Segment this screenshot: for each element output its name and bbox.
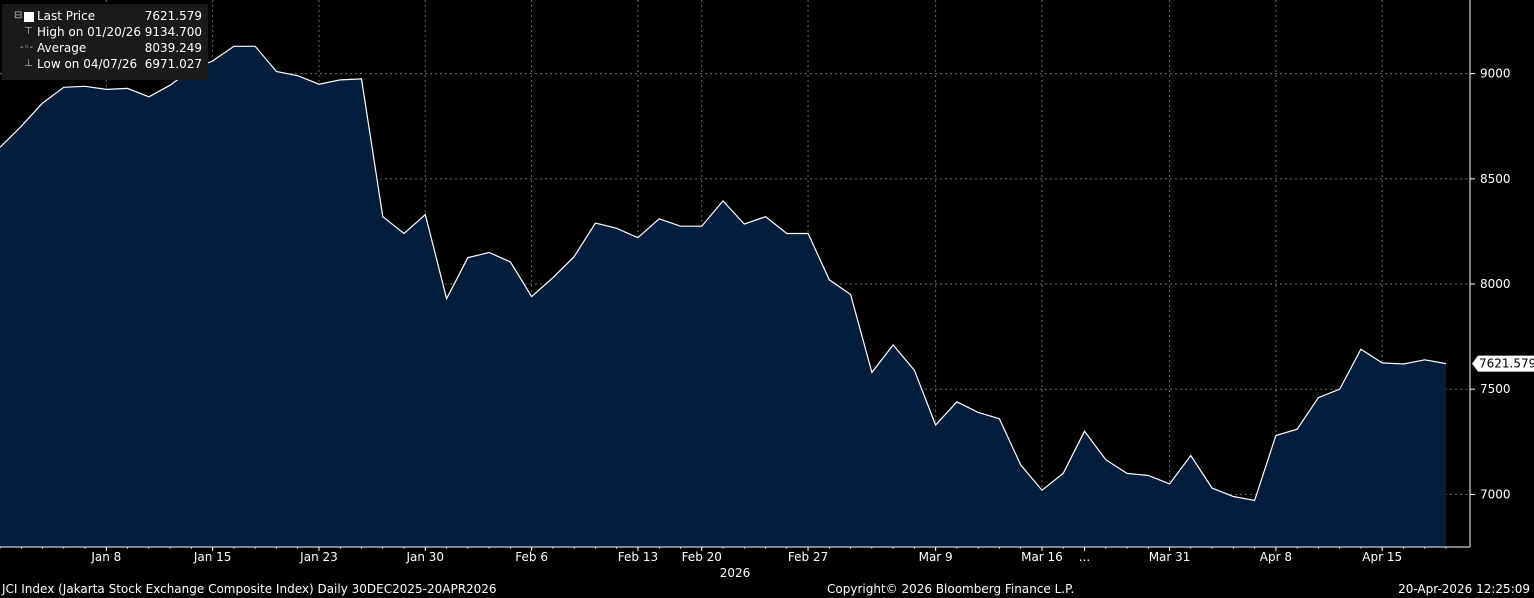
last-price-tag-label: 7621.579 [1479,357,1534,371]
legend: ⊟ Last Price 7621.579 ⊤ High on 01/20/26… [2,4,208,80]
legend-high-label: High on 01/20/26 [37,25,142,39]
legend-last-price: ⊟ Last Price 7621.579 [2,8,208,24]
legend-last-price-label: Last Price [37,9,96,23]
legend-low: ⊥ Low on 04/07/26 6971.027 [2,56,208,72]
x-tick-label: Feb 27 [788,550,828,564]
footer-copyright: Copyright© 2026 Bloomberg Finance L.P. [827,582,1075,596]
x-tick-label: Jan 15 [193,550,232,564]
x-tick-label: Mar 31 [1149,550,1191,564]
price-line [0,45,1447,502]
legend-low-value: 6971.027 [144,57,202,71]
x-tick-label: Jan 30 [405,550,444,564]
collapse-icon[interactable]: ⊟ [14,10,23,21]
legend-high: ⊤ High on 01/20/26 9134.700 [2,24,208,40]
legend-high-value: 9134.700 [144,25,202,39]
footer-index-description: JCI Index (Jakarta Stock Exchange Compos… [2,582,497,596]
last-price-tag [1472,355,1534,372]
y-axis-ticks: 7000 7500 8000 8500 9000 [1470,67,1511,501]
year-label: 2026 [720,566,751,580]
legend-average-value: 8039.249 [144,41,202,55]
legend-average-label: Average [37,41,87,55]
x-tick-label: Mar 9 [919,550,953,564]
x-tick-label: Feb 13 [618,550,658,564]
x-tick-label: Feb 6 [515,550,548,564]
x-tick-label: Feb 20 [682,550,722,564]
y-tick-label: 9000 [1480,67,1511,81]
y-tick-label: 7500 [1480,382,1511,396]
last-price-marker: 7621.579 [1472,355,1534,372]
legend-average: -◦- Average 8039.249 [2,40,208,56]
average-marker-icon: -◦- [20,42,34,53]
legend-low-label: Low on 04/07/26 [37,57,138,71]
x-tick-label: Jan 23 [299,550,338,564]
x-tick-label: Apr 8 [1260,550,1292,564]
footer-timestamp: 20-Apr-2026 12:25:09 [1398,582,1530,596]
price-area-fill [0,46,1446,548]
legend-last-price-value: 7621.579 [144,9,202,23]
x-tick-label: Mar 16 [1021,550,1063,564]
high-marker-icon: ⊤ [24,26,33,37]
y-tick-label: 8000 [1480,277,1511,291]
x-tick-label: Apr 15 [1362,550,1402,564]
x-axis-ticks: Jan 8 Jan 15 Jan 23 Jan 30 Feb 6 Feb 13 Feb 20… [0,547,1447,564]
low-marker-icon: ⊥ [24,58,33,69]
y-tick-label: 8500 [1480,172,1511,186]
x-tick-label: ... [1079,550,1090,564]
last-price-swatch [24,12,34,22]
x-tick-label: Jan 8 [90,550,121,564]
y-tick-label: 7000 [1480,487,1511,501]
